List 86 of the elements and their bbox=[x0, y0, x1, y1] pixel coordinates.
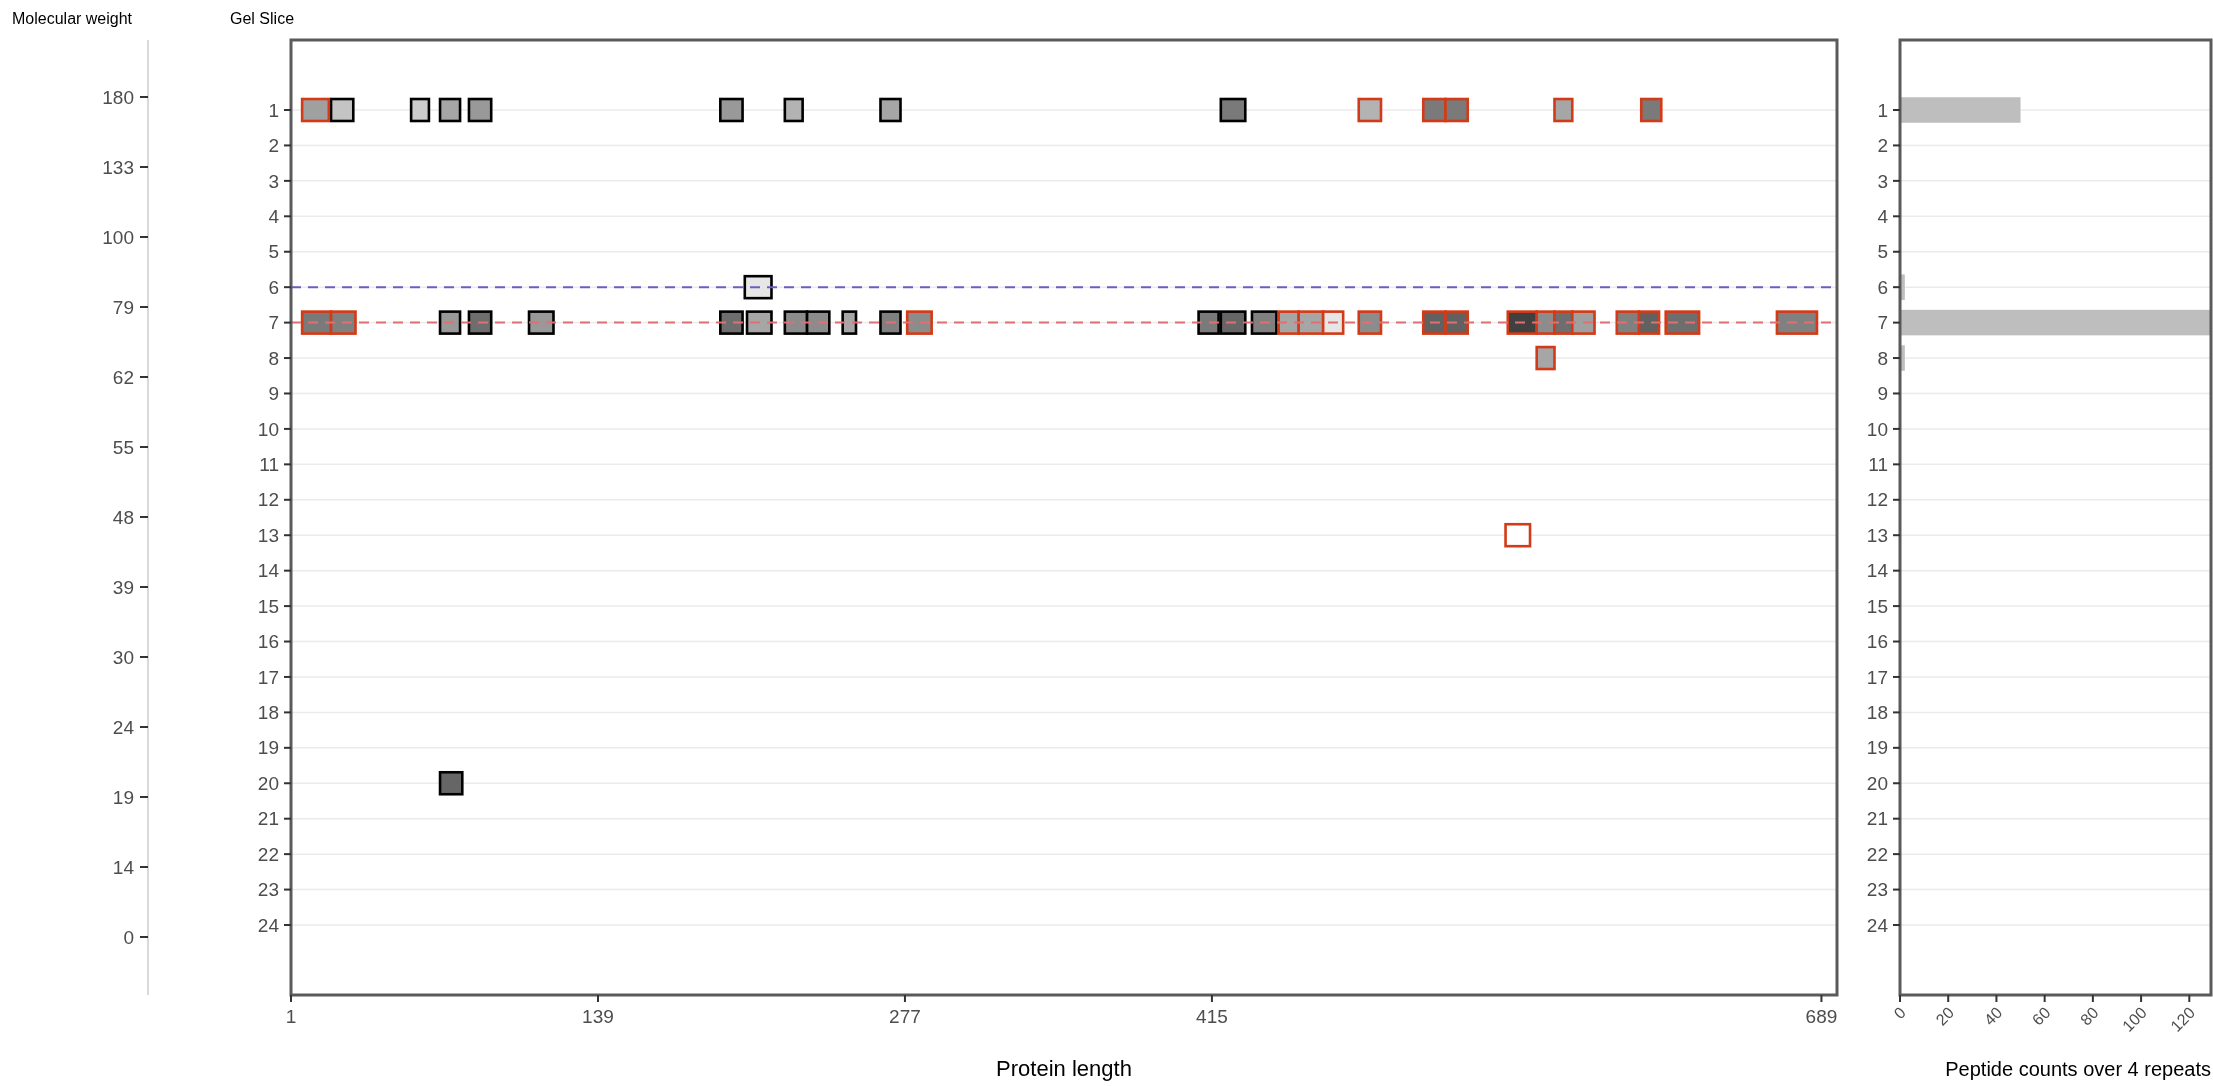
y-tick-label: 13 bbox=[1866, 524, 1888, 546]
bar bbox=[1553, 97, 1574, 123]
y-tick-label: 21 bbox=[257, 808, 279, 830]
y-tick-label: 16 bbox=[257, 631, 279, 653]
y-tick-label: 15 bbox=[257, 595, 279, 617]
bar bbox=[1775, 310, 1819, 335]
x-tick-label: 80 bbox=[2077, 1003, 2102, 1029]
category-label: 39 bbox=[112, 576, 134, 598]
y-tick-label: 24 bbox=[1866, 914, 1889, 936]
category-label: 24 bbox=[112, 716, 135, 738]
x-tick-label: 40 bbox=[1980, 1003, 2006, 1029]
bar bbox=[329, 97, 355, 123]
y-tick-label: 17 bbox=[1866, 666, 1888, 688]
category-label: 100 bbox=[102, 226, 134, 248]
y-tick-label: 20 bbox=[257, 772, 279, 794]
y-tick-label: 21 bbox=[1866, 808, 1888, 830]
y-tick-label: 4 bbox=[1877, 205, 1889, 227]
category-label: 55 bbox=[112, 436, 134, 458]
category-label: 62 bbox=[112, 366, 134, 388]
x-tick-label: 1 bbox=[285, 1006, 297, 1027]
y-tick-label: 3 bbox=[1877, 170, 1888, 192]
y-tick-label: 6 bbox=[268, 276, 279, 298]
y-tick-label: 19 bbox=[257, 737, 279, 759]
text: Molecular weight bbox=[12, 10, 133, 27]
y-tick-label: 7 bbox=[268, 312, 279, 334]
category-label: 14 bbox=[112, 856, 135, 878]
y-tick-label: 18 bbox=[257, 702, 279, 724]
y-tick-label: 17 bbox=[257, 666, 279, 688]
x-tick-label: 415 bbox=[1196, 1006, 1228, 1027]
y-tick-label: 3 bbox=[268, 170, 279, 192]
y-tick-label: 9 bbox=[268, 383, 279, 405]
y-tick-label: 14 bbox=[1866, 560, 1889, 582]
y-tick-label: 14 bbox=[257, 560, 280, 582]
y-tick-label: 24 bbox=[257, 914, 280, 936]
y-tick-label: 22 bbox=[257, 843, 279, 865]
x-axis-title: Protein length bbox=[996, 1056, 1132, 1081]
x-axis-title: Peptide counts over 4 repeats bbox=[1945, 1058, 2211, 1080]
bar bbox=[409, 97, 431, 123]
x-tick-label: 60 bbox=[2028, 1003, 2054, 1029]
y-axis-title: Gel Slice bbox=[230, 10, 295, 27]
category-label: 133 bbox=[102, 156, 134, 178]
y-tick-label: 11 bbox=[1868, 454, 1888, 475]
y-tick-label: 23 bbox=[1866, 879, 1888, 901]
y-tick-label: 5 bbox=[1877, 241, 1888, 263]
x-tick-label: 120 bbox=[2167, 1003, 2199, 1035]
y-tick-label: 7 bbox=[1877, 312, 1888, 334]
y-tick-label: 15 bbox=[1866, 595, 1888, 617]
category-label: 79 bbox=[112, 296, 134, 318]
y-tick-label: 23 bbox=[257, 879, 279, 901]
x-tick-label: 277 bbox=[889, 1006, 921, 1027]
y-tick-label: 10 bbox=[1866, 418, 1888, 440]
bar bbox=[879, 310, 902, 335]
bar bbox=[1357, 310, 1383, 335]
x-tick-label: 139 bbox=[582, 1006, 614, 1027]
y-tick-label: 2 bbox=[1877, 135, 1888, 157]
y-tick-label: 2 bbox=[268, 135, 279, 157]
y-tick-label: 12 bbox=[257, 489, 279, 511]
category-label: 30 bbox=[112, 646, 134, 668]
category-label: 180 bbox=[102, 86, 134, 108]
y-tick-label: 5 bbox=[268, 241, 279, 263]
x-tick-label: 20 bbox=[1932, 1003, 1958, 1029]
x-tick-label: 689 bbox=[1805, 1006, 1838, 1027]
y-tick-label: 18 bbox=[1866, 702, 1888, 724]
y-tick-label: 8 bbox=[268, 347, 279, 369]
bar bbox=[1250, 310, 1278, 335]
y-tick-label: 10 bbox=[257, 418, 279, 440]
category-label: 19 bbox=[112, 786, 134, 808]
y-tick-label: 19 bbox=[1866, 737, 1888, 759]
y-tick-label: 16 bbox=[1866, 631, 1888, 653]
y-tick-label: 12 bbox=[1866, 489, 1888, 511]
y-tick-label: 13 bbox=[257, 524, 279, 546]
y-tick-label: 1 bbox=[1877, 99, 1888, 121]
y-tick-label: 4 bbox=[268, 205, 280, 227]
bar bbox=[1504, 522, 1532, 548]
category-label: 48 bbox=[112, 506, 134, 528]
x-tick-label: 0 bbox=[1890, 1003, 1909, 1023]
category-label: 0 bbox=[123, 926, 134, 948]
bar bbox=[1664, 310, 1701, 335]
y-tick-label: 1 bbox=[268, 99, 279, 121]
y-tick-label: 6 bbox=[1877, 276, 1888, 298]
y-tick-label: 9 bbox=[1877, 383, 1888, 405]
x-tick-label: 100 bbox=[2119, 1003, 2151, 1035]
y-tick-label: 8 bbox=[1877, 347, 1888, 369]
y-tick-label: 11 bbox=[259, 454, 279, 475]
y-tick-label: 22 bbox=[1866, 843, 1888, 865]
y-tick-label: 20 bbox=[1866, 772, 1888, 794]
